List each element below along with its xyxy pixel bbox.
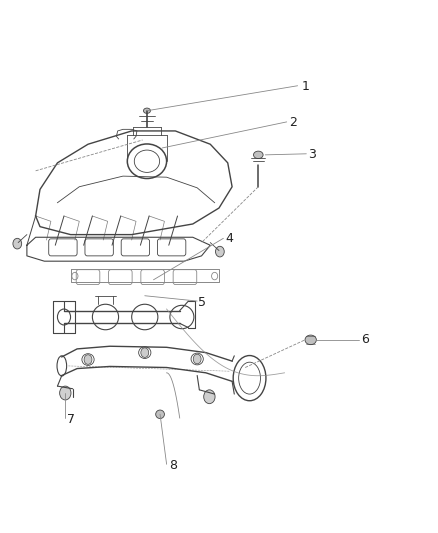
Circle shape [204,390,215,403]
Ellipse shape [254,151,263,159]
Text: 1: 1 [302,80,310,93]
Text: 5: 5 [198,296,206,309]
Ellipse shape [305,335,316,345]
Circle shape [141,348,149,358]
Text: 8: 8 [169,459,177,472]
Ellipse shape [144,108,150,114]
Circle shape [193,354,201,364]
Text: 4: 4 [226,232,233,245]
Circle shape [215,246,224,257]
Circle shape [13,238,21,249]
Ellipse shape [155,410,164,418]
Text: 2: 2 [289,117,297,130]
Text: 6: 6 [361,333,369,346]
Circle shape [60,386,71,400]
Text: 7: 7 [67,413,75,425]
Text: 3: 3 [308,148,316,161]
Circle shape [84,355,92,365]
